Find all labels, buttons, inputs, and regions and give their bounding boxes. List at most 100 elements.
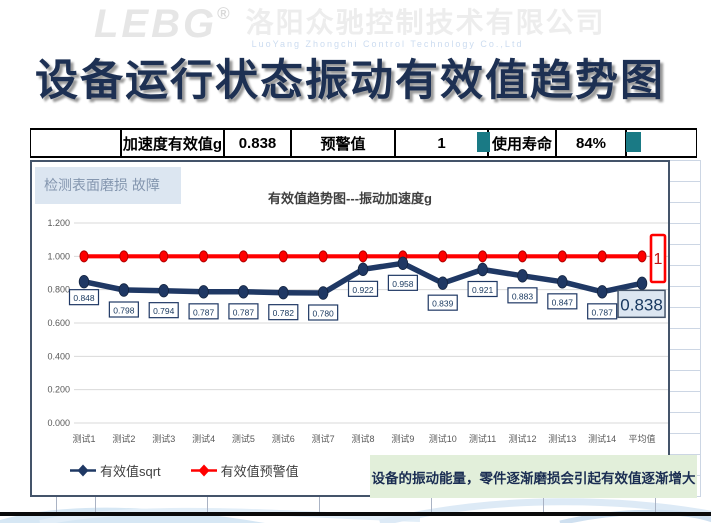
lebg-logo-text: LEBG — [94, 2, 218, 46]
data-label-box — [507, 287, 538, 304]
x-tick-label: 平均值 — [629, 433, 656, 444]
data-label: 0.794 — [153, 306, 175, 316]
data-label-box — [347, 280, 379, 297]
rms-marker — [437, 276, 448, 290]
rms-marker — [317, 286, 329, 300]
trend-chart-object[interactable]: 1.200 1.000 0.800 0.600 0.400 0.200 0.000 测试1 测试… — [30, 160, 670, 497]
data-label: 0.787 — [233, 307, 255, 317]
lebg-logo: LEBG® — [94, 4, 230, 44]
summary-cell-empty-left[interactable] — [30, 130, 120, 156]
rms-marker — [557, 275, 568, 289]
page-title: 设备运行状态振动有效值趋势图 — [35, 57, 665, 105]
rms-marker — [357, 262, 369, 277]
line-marker-blue-icon — [70, 464, 96, 477]
warning-marker — [358, 250, 368, 263]
warning-marker — [238, 250, 248, 263]
company-name-en: LuoYang Zhongchi Control Technology Co.,… — [251, 39, 524, 49]
sheet-gridlines-bottom — [0, 497, 711, 512]
data-label-box — [387, 274, 418, 291]
data-label: 0.780 — [313, 309, 335, 319]
warning-marker — [159, 250, 169, 263]
data-label-box — [587, 303, 618, 320]
legend-item-warning[interactable]: 有效值预警值 — [190, 461, 299, 480]
bottom-divider-bar — [0, 512, 711, 516]
x-tick-label: 测试9 — [391, 433, 414, 444]
summary-cell-life-label[interactable]: 使用寿命 — [487, 130, 555, 156]
x-tick-label: 测试7 — [312, 433, 335, 444]
legend-label-warning: 有效值预警值 — [220, 464, 299, 479]
warning-marker — [79, 250, 89, 263]
y-tick-label: 0.800 — [47, 285, 70, 295]
x-tick-label: 测试4 — [192, 433, 215, 444]
data-label-box — [108, 301, 139, 318]
rms-marker — [517, 269, 528, 283]
data-label: 0.847 — [552, 297, 574, 307]
data-label-box — [427, 294, 458, 311]
warning-marker — [637, 250, 647, 263]
note-cell[interactable]: 设备的振动能量，零件逐渐磨损会引起有效值逐渐增大 — [370, 455, 697, 498]
data-label: 0.921 — [472, 285, 494, 295]
teal-cell-marker — [477, 132, 490, 152]
data-label-box — [268, 304, 299, 321]
chart-legend: 有效值sqrt 有效值预警值 — [70, 461, 299, 480]
rms-marker — [596, 285, 608, 299]
legend-item-rms[interactable]: 有效值sqrt — [70, 461, 161, 480]
warning-value-label: 1 — [654, 251, 663, 268]
summary-cell-warning-label[interactable]: 预警值 — [290, 130, 394, 156]
data-label: 0.883 — [512, 291, 534, 301]
x-tick-label: 测试8 — [352, 433, 375, 444]
data-label-box — [148, 302, 179, 319]
summary-cell-rms-value[interactable]: 0.838 — [223, 130, 290, 156]
warning-marker — [278, 250, 288, 263]
avg-label-box — [617, 289, 666, 319]
rms-marker — [78, 274, 90, 289]
summary-cell-rms-label[interactable]: 加速度有效值g — [120, 130, 223, 156]
data-label-box — [308, 304, 339, 321]
summary-cell-life-value[interactable]: 84% — [555, 130, 625, 156]
company-name-cn: 洛阳众驰控制技术有限公司 — [245, 7, 606, 38]
chart-title: 有效值趋势图---振动加速度g — [268, 191, 432, 206]
data-label: 0.848 — [73, 293, 95, 303]
data-label-box — [228, 303, 259, 320]
line-marker-red-icon — [190, 464, 217, 477]
summary-cell-warning-value[interactable]: 1 — [394, 130, 487, 156]
data-label: 0.782 — [273, 308, 295, 318]
warning-marker — [557, 250, 567, 263]
sheet-gridlines-right — [670, 160, 701, 497]
data-label: 0.798 — [113, 306, 135, 316]
warning-marker — [517, 250, 527, 263]
x-tick-label: 测试14 — [588, 433, 616, 444]
x-tick-label: 测试6 — [272, 433, 295, 444]
fault-diagnosis-cell[interactable]: 检测表面磨损 故障 — [35, 167, 181, 204]
data-label: 0.787 — [193, 307, 215, 317]
y-tick-label: 0.400 — [47, 351, 70, 361]
data-label-box — [547, 293, 578, 310]
warning-value-box — [649, 233, 667, 284]
warning-marker — [318, 250, 328, 263]
teal-cell-marker — [626, 132, 641, 152]
rms-marker — [636, 276, 648, 291]
rms-marker — [238, 285, 249, 299]
rms-marker — [477, 262, 488, 277]
y-tick-label: 1.000 — [47, 251, 70, 261]
data-label-box — [68, 289, 100, 306]
data-label: 0.787 — [592, 307, 614, 317]
data-label: 0.958 — [392, 279, 414, 289]
x-tick-label: 测试12 — [508, 433, 536, 444]
data-label: 0.922 — [352, 285, 374, 295]
y-tick-label: 0.600 — [47, 318, 70, 328]
y-tick-label: 0.200 — [47, 385, 70, 395]
avg-label: 0.838 — [620, 295, 663, 314]
warning-marker — [438, 250, 448, 263]
x-tick-label: 测试2 — [112, 433, 135, 444]
x-tick-label: 测试13 — [548, 433, 576, 444]
legend-label-rms: 有效值sqrt — [100, 464, 161, 479]
warning-marker — [597, 250, 607, 263]
warning-marker — [199, 250, 209, 263]
summary-table-row: 加速度有效值g 0.838 预警值 1 使用寿命 84% — [30, 128, 697, 158]
rms-marker — [158, 283, 169, 298]
data-label-box — [188, 303, 219, 320]
x-tick-label: 测试3 — [152, 433, 175, 444]
